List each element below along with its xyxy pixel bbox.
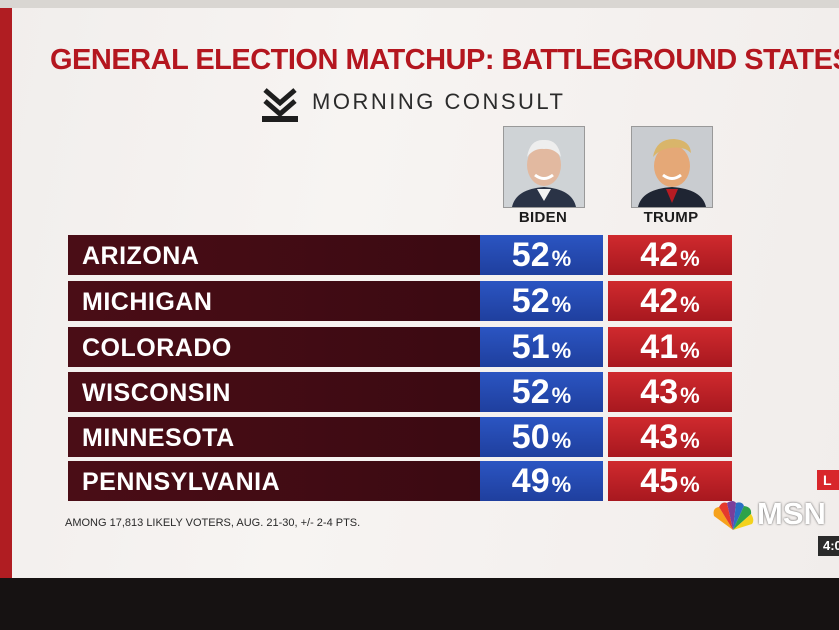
biden-portrait xyxy=(503,126,585,208)
table-row: COLORADO 51% 41% xyxy=(68,327,732,367)
monitor-bottom xyxy=(0,578,839,630)
biden-pct: 50 xyxy=(511,418,550,456)
state-name: WISCONSIN xyxy=(82,379,231,407)
biden-pct: 52 xyxy=(511,236,550,274)
percent-sign: % xyxy=(551,383,572,408)
trump-pct-cell: 43% xyxy=(608,372,732,412)
trump-pct: 45 xyxy=(640,462,679,500)
trump-pct: 43 xyxy=(640,418,679,456)
trump-pct: 43 xyxy=(640,373,679,411)
table-row: ARIZONA 52% 42% xyxy=(68,235,732,275)
trump-pct-cell: 45% xyxy=(608,461,732,501)
state-cell: PENNSYLVANIA xyxy=(68,461,480,501)
percent-sign: % xyxy=(551,428,572,453)
biden-pct: 51 xyxy=(511,328,550,366)
trump-pct-cell: 42% xyxy=(608,235,732,275)
state-name: PENNSYLVANIA xyxy=(82,468,281,496)
state-cell: COLORADO xyxy=(68,327,480,367)
biden-pct-cell: 52% xyxy=(480,281,603,321)
live-badge: L xyxy=(817,470,839,490)
state-name: ARIZONA xyxy=(82,242,200,270)
peacock-icon xyxy=(713,501,754,530)
biden-pct: 49 xyxy=(511,462,550,500)
table-row: PENNSYLVANIA 49% 45% xyxy=(68,461,732,501)
state-cell: ARIZONA xyxy=(68,235,480,275)
trump-pct: 42 xyxy=(640,282,679,320)
trump-pct-cell: 42% xyxy=(608,281,732,321)
biden-pct-cell: 49% xyxy=(480,461,603,501)
percent-sign: % xyxy=(551,338,572,363)
trump-portrait xyxy=(631,126,713,208)
state-name: MINNESOTA xyxy=(82,424,235,452)
percent-sign: % xyxy=(680,246,700,271)
biden-pct-cell: 52% xyxy=(480,235,603,275)
biden-pct-cell: 51% xyxy=(480,327,603,367)
trump-pct-cell: 41% xyxy=(608,327,732,367)
percent-sign: % xyxy=(551,246,572,271)
percent-sign: % xyxy=(680,292,700,317)
page-title: GENERAL ELECTION MATCHUP: BATTLEGROUND S… xyxy=(50,44,839,76)
percent-sign: % xyxy=(680,472,700,497)
biden-label: BIDEN xyxy=(518,209,568,226)
state-name: MICHIGAN xyxy=(82,288,213,316)
brand-name: MORNING CONSULT xyxy=(312,89,566,114)
biden-pct-cell: 52% xyxy=(480,372,603,412)
network-logo: MSN xyxy=(757,496,826,531)
clock: 4:0 xyxy=(818,536,839,556)
percent-sign: % xyxy=(551,292,572,317)
state-cell: WISCONSIN xyxy=(68,372,480,412)
table-row: MICHIGAN 52% 42% xyxy=(68,281,732,321)
trump-pct-cell: 43% xyxy=(608,417,732,457)
trump-pct: 42 xyxy=(640,236,679,274)
trump-label: TRUMP xyxy=(643,209,699,226)
trump-pct: 41 xyxy=(640,328,679,366)
table-row: MINNESOTA 50% 43% xyxy=(68,417,732,457)
percent-sign: % xyxy=(551,472,572,497)
biden-pct: 52 xyxy=(511,282,550,320)
monitor-bezel xyxy=(0,0,839,8)
percent-sign: % xyxy=(680,338,700,363)
state-cell: MICHIGAN xyxy=(68,281,480,321)
screen-left-edge xyxy=(0,8,12,578)
table-row: WISCONSIN 52% 43% xyxy=(68,372,732,412)
morning-consult-chevron-icon xyxy=(262,88,298,122)
percent-sign: % xyxy=(680,383,700,408)
biden-pct: 52 xyxy=(511,373,550,411)
percent-sign: % xyxy=(680,428,700,453)
footnote: AMONG 17,813 LIKELY VOTERS, AUG. 21-30, … xyxy=(65,517,361,529)
biden-pct-cell: 50% xyxy=(480,417,603,457)
state-cell: MINNESOTA xyxy=(68,417,480,457)
state-name: COLORADO xyxy=(82,334,232,362)
